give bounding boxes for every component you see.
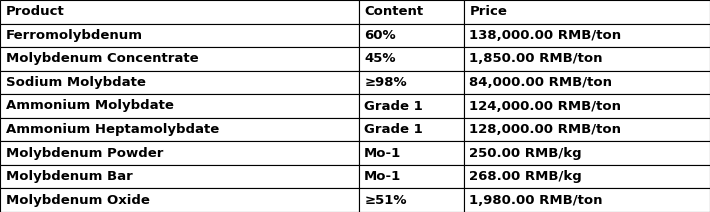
Bar	[359, 24, 464, 47]
Bar	[0, 141, 359, 165]
Bar	[464, 118, 710, 141]
Bar	[359, 71, 464, 94]
Text: Molybdenum Powder: Molybdenum Powder	[6, 147, 163, 160]
Text: 45%: 45%	[364, 52, 395, 65]
Bar	[0, 188, 359, 212]
Bar	[359, 118, 464, 141]
Bar	[464, 71, 710, 94]
Bar	[464, 47, 710, 71]
Text: ≥51%: ≥51%	[364, 194, 407, 207]
Text: Molybdenum Concentrate: Molybdenum Concentrate	[6, 52, 198, 65]
Bar	[464, 0, 710, 24]
Bar	[464, 165, 710, 188]
Bar	[0, 94, 359, 118]
Bar	[0, 165, 359, 188]
Text: Price: Price	[469, 5, 507, 18]
Bar	[464, 141, 710, 165]
Text: Molybdenum Bar: Molybdenum Bar	[6, 170, 133, 183]
Text: Product: Product	[6, 5, 65, 18]
Bar	[0, 47, 359, 71]
Text: Grade 1: Grade 1	[364, 123, 423, 136]
Text: Molybdenum Oxide: Molybdenum Oxide	[6, 194, 150, 207]
Bar	[359, 141, 464, 165]
Text: 128,000.00 RMB/ton: 128,000.00 RMB/ton	[469, 123, 621, 136]
Bar	[464, 24, 710, 47]
Text: Sodium Molybdate: Sodium Molybdate	[6, 76, 146, 89]
Bar	[359, 165, 464, 188]
Text: 1,980.00 RMB/ton: 1,980.00 RMB/ton	[469, 194, 603, 207]
Bar	[464, 94, 710, 118]
Text: Ammonium Molybdate: Ammonium Molybdate	[6, 99, 173, 113]
Text: 124,000.00 RMB/ton: 124,000.00 RMB/ton	[469, 99, 621, 113]
Text: 84,000.00 RMB/ton: 84,000.00 RMB/ton	[469, 76, 612, 89]
Text: Grade 1: Grade 1	[364, 99, 423, 113]
Bar	[464, 188, 710, 212]
Text: 1,850.00 RMB/ton: 1,850.00 RMB/ton	[469, 52, 603, 65]
Text: ≥98%: ≥98%	[364, 76, 407, 89]
Text: Mo-1: Mo-1	[364, 147, 401, 160]
Bar	[359, 47, 464, 71]
Text: Ferromolybdenum: Ferromolybdenum	[6, 29, 143, 42]
Bar	[0, 118, 359, 141]
Text: 268.00 RMB/kg: 268.00 RMB/kg	[469, 170, 582, 183]
Text: 250.00 RMB/kg: 250.00 RMB/kg	[469, 147, 582, 160]
Bar	[0, 71, 359, 94]
Bar	[359, 188, 464, 212]
Text: 138,000.00 RMB/ton: 138,000.00 RMB/ton	[469, 29, 621, 42]
Bar	[359, 94, 464, 118]
Bar	[0, 0, 359, 24]
Text: 60%: 60%	[364, 29, 396, 42]
Text: Ammonium Heptamolybdate: Ammonium Heptamolybdate	[6, 123, 219, 136]
Text: Mo-1: Mo-1	[364, 170, 401, 183]
Bar	[0, 24, 359, 47]
Text: Content: Content	[364, 5, 423, 18]
Bar	[359, 0, 464, 24]
